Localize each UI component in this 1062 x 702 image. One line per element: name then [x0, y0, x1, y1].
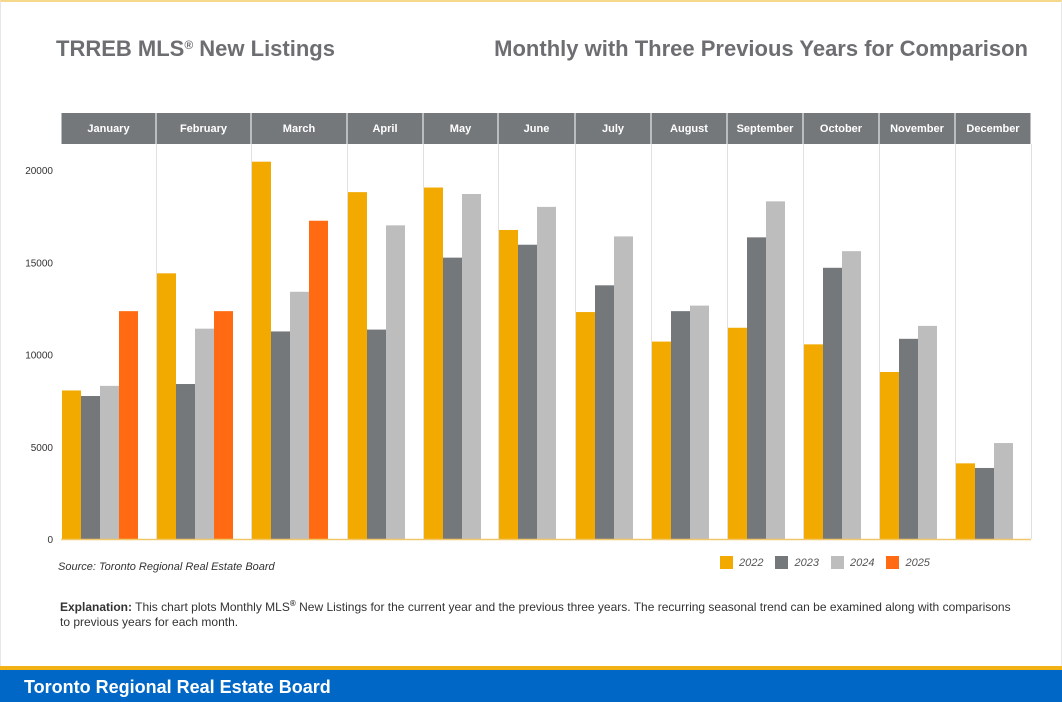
legend-item-2022: 2022: [720, 556, 763, 569]
month-header-label: May: [450, 123, 472, 135]
bar-2023-june: [518, 244, 537, 539]
bar-2024-october: [842, 251, 861, 539]
month-header-cell: [651, 113, 727, 144]
month-header-label: August: [670, 123, 708, 135]
bar-2022-april: [348, 192, 367, 539]
bar-2023-april: [367, 329, 386, 539]
bar-2022-august: [652, 341, 671, 539]
y-tick-label: 10000: [25, 351, 53, 362]
bar-2024-march: [290, 291, 309, 539]
bar-2024-july: [614, 236, 633, 540]
month-header-cell: [727, 113, 803, 144]
bar-2024-january: [100, 385, 119, 539]
chart-subtitle: Monthly with Three Previous Years for Co…: [494, 36, 1028, 61]
bar-2022-october: [804, 344, 823, 539]
month-header-cell: [347, 113, 423, 144]
month-header-cell: [156, 113, 251, 144]
bar-2025-march: [309, 220, 328, 540]
bar-2022-february: [157, 273, 176, 539]
bar-2025-january: [119, 311, 138, 539]
legend: 2022 2023 2024 2025: [720, 556, 930, 569]
bar-2024-february: [195, 328, 214, 539]
bar-2022-june: [499, 229, 518, 539]
legend-label: 2025: [905, 556, 930, 569]
month-header-cell: [803, 113, 879, 144]
bar-2022-january: [62, 390, 81, 539]
month-header-label: November: [890, 123, 945, 135]
month-header-label: March: [283, 123, 316, 135]
bar-2023-march: [271, 331, 290, 539]
legend-label: 2023: [794, 556, 819, 569]
month-header-cell: [498, 113, 575, 144]
bar-2025-february: [214, 311, 233, 539]
bar-2024-june: [537, 206, 556, 539]
legend-swatch: [830, 556, 844, 569]
month-header-cell: [955, 113, 1031, 144]
legend-swatch: [720, 556, 733, 569]
bar-2023-october: [823, 267, 842, 539]
legend-swatch: [775, 556, 789, 569]
legend-label: 2024: [849, 556, 875, 569]
explanation-text: Explanation: This chart plots Monthly ML…: [60, 599, 1011, 629]
bar-2022-may: [424, 187, 443, 539]
footer-rule: [0, 666, 1062, 670]
chart-title: TRREB MLS® New Listings: [56, 36, 335, 61]
y-tick-label: 20000: [25, 166, 53, 177]
footer-bar: Toronto Regional Real Estate Board: [0, 670, 1062, 702]
bar-2023-july: [595, 285, 614, 539]
bar-2023-august: [671, 311, 690, 539]
bar-2024-december: [994, 443, 1013, 539]
month-header-label: January: [87, 123, 130, 135]
bar-2023-september: [747, 237, 766, 539]
y-tick-label: 5000: [31, 443, 54, 454]
month-header-cell: [575, 113, 651, 144]
month-header-cell: [879, 113, 955, 144]
month-header-label: June: [524, 123, 550, 135]
bar-chart: January February March April May June July Augu…: [25, 113, 1032, 546]
bar-2024-november: [918, 325, 937, 539]
bar-2023-may: [443, 257, 462, 539]
legend-item-2024: 2024: [830, 556, 875, 569]
month-header-label: September: [737, 123, 795, 135]
bar-2023-january: [81, 396, 100, 539]
month-header-cell: [61, 113, 156, 144]
y-tick-label: 15000: [25, 258, 53, 269]
bar-2022-december: [956, 463, 975, 539]
bar-2022-march: [252, 161, 271, 539]
bar-2023-february: [176, 384, 195, 539]
footer-org-name: Toronto Regional Real Estate Board: [24, 677, 331, 697]
bar-2024-september: [766, 201, 785, 539]
bar-2022-july: [576, 312, 595, 539]
legend-label: 2022: [739, 556, 764, 569]
legend-swatch: [886, 556, 900, 569]
legend-item-2023: 2023: [775, 556, 819, 569]
y-tick-label: 0: [47, 535, 53, 546]
month-header-cell: [251, 113, 347, 144]
month-header-label: December: [966, 123, 1020, 135]
bar-2022-november: [880, 372, 899, 539]
bar-2022-september: [728, 327, 747, 539]
month-header-label: April: [372, 123, 397, 135]
bar-2024-may: [462, 193, 481, 540]
month-header-label: October: [820, 123, 863, 135]
month-header-label: July: [602, 123, 625, 135]
legend-item-2025: 2025: [886, 556, 930, 569]
bar-2024-august: [690, 305, 709, 539]
month-header-label: February: [180, 123, 228, 135]
source-note: Source: Toronto Regional Real Estate Boa…: [58, 561, 275, 573]
bar-2023-december: [975, 467, 994, 539]
bar-2023-november: [899, 338, 918, 539]
month-header-cell: [423, 113, 498, 144]
bar-2024-april: [386, 225, 405, 539]
